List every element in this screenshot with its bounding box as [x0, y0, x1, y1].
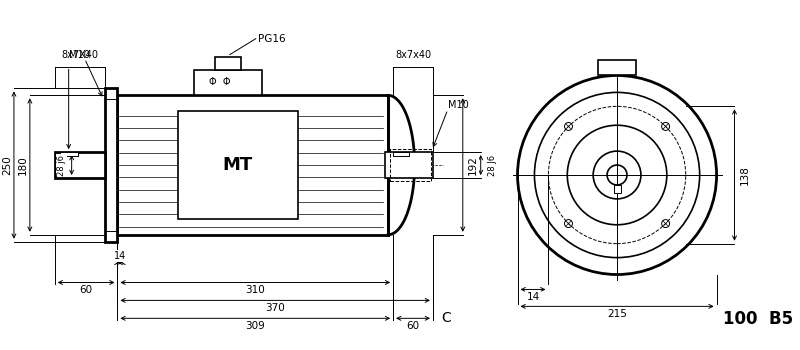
- Bar: [54, 152, 105, 178]
- Text: 309: 309: [246, 321, 265, 331]
- Bar: [105, 89, 118, 242]
- Text: Φ  Φ: Φ Φ: [209, 77, 230, 87]
- Text: 8x7X40: 8x7X40: [61, 50, 98, 60]
- Text: 8x7x40: 8x7x40: [395, 50, 431, 60]
- Bar: [598, 60, 636, 76]
- Text: 180: 180: [18, 155, 28, 175]
- Text: 138: 138: [739, 165, 750, 185]
- Text: 60: 60: [406, 321, 419, 331]
- Bar: [385, 152, 433, 178]
- Bar: [118, 96, 388, 235]
- Text: 310: 310: [246, 286, 265, 295]
- Text: 4: 4: [116, 251, 122, 261]
- Bar: [215, 57, 241, 70]
- Bar: [60, 152, 78, 156]
- Text: 14: 14: [114, 251, 126, 261]
- Text: 370: 370: [266, 303, 285, 313]
- Bar: [614, 185, 621, 193]
- Text: 100  B5: 100 B5: [723, 310, 794, 328]
- Text: 28 j6: 28 j6: [58, 155, 66, 176]
- Text: M10: M10: [448, 100, 469, 110]
- Polygon shape: [388, 96, 414, 235]
- Text: C: C: [441, 311, 450, 325]
- Text: M10: M10: [70, 50, 90, 60]
- Bar: [393, 152, 409, 156]
- Text: 215: 215: [607, 309, 627, 319]
- Text: PG16: PG16: [258, 34, 286, 44]
- Text: 60: 60: [79, 286, 93, 295]
- Text: 14: 14: [526, 292, 539, 302]
- Text: 250: 250: [2, 155, 12, 175]
- Text: 28 J6: 28 J6: [488, 154, 497, 176]
- Text: 192: 192: [468, 155, 478, 175]
- Bar: [194, 70, 262, 96]
- Text: MT: MT: [222, 156, 253, 174]
